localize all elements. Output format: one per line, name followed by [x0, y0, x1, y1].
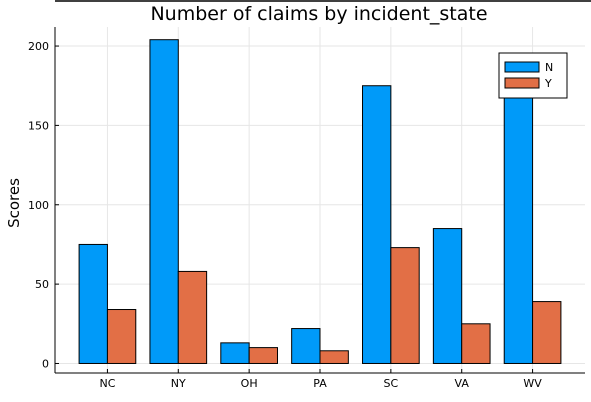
bar-n-sc — [362, 85, 392, 364]
x-tick-label-nc: NC — [99, 377, 115, 390]
bar-y-sc — [390, 247, 420, 364]
legend: NY — [498, 52, 568, 99]
x-tick-label-oh: OH — [241, 377, 258, 390]
bar-n-ny — [149, 39, 179, 364]
x-tick-label-wv: WV — [523, 377, 542, 390]
bar-n-oh — [220, 342, 250, 364]
y-tick-label-1: 50 — [35, 278, 49, 291]
tick-labels: 0 50 100 150 200 NC NY OH PA SC VA WV — [28, 40, 542, 390]
bar-n-va — [432, 228, 463, 364]
legend-label-n: N — [545, 61, 553, 74]
chart-title: Number of claims by incident_state — [150, 3, 487, 25]
legend-label-y: Y — [544, 77, 552, 90]
legend-box — [498, 52, 568, 99]
x-tick-label-pa: PA — [313, 377, 327, 390]
bar-y-wv — [532, 301, 562, 364]
bars — [78, 39, 562, 364]
bar-y-ny — [177, 270, 208, 364]
x-tick-label-va: VA — [455, 377, 470, 390]
bar-y-nc — [106, 309, 137, 364]
axes — [54, 27, 585, 374]
bar-y-va — [461, 323, 491, 364]
bar-n-pa — [291, 328, 321, 364]
y-tick-label-2: 100 — [28, 199, 49, 212]
y-axis-label: Scores — [5, 178, 23, 228]
legend-swatch-y — [504, 77, 540, 89]
y-tick-label-4: 200 — [28, 40, 49, 53]
y-tick-label-0: 0 — [42, 357, 49, 370]
bar-n-wv — [503, 78, 534, 364]
legend-swatch-n — [504, 61, 540, 73]
bar-y-oh — [248, 347, 278, 364]
bar-y-pa — [319, 350, 349, 364]
y-tick-label-3: 150 — [28, 119, 49, 132]
bar-n-nc — [78, 243, 108, 364]
x-tick-label-ny: NY — [171, 377, 186, 390]
x-tick-label-sc: SC — [384, 377, 399, 390]
